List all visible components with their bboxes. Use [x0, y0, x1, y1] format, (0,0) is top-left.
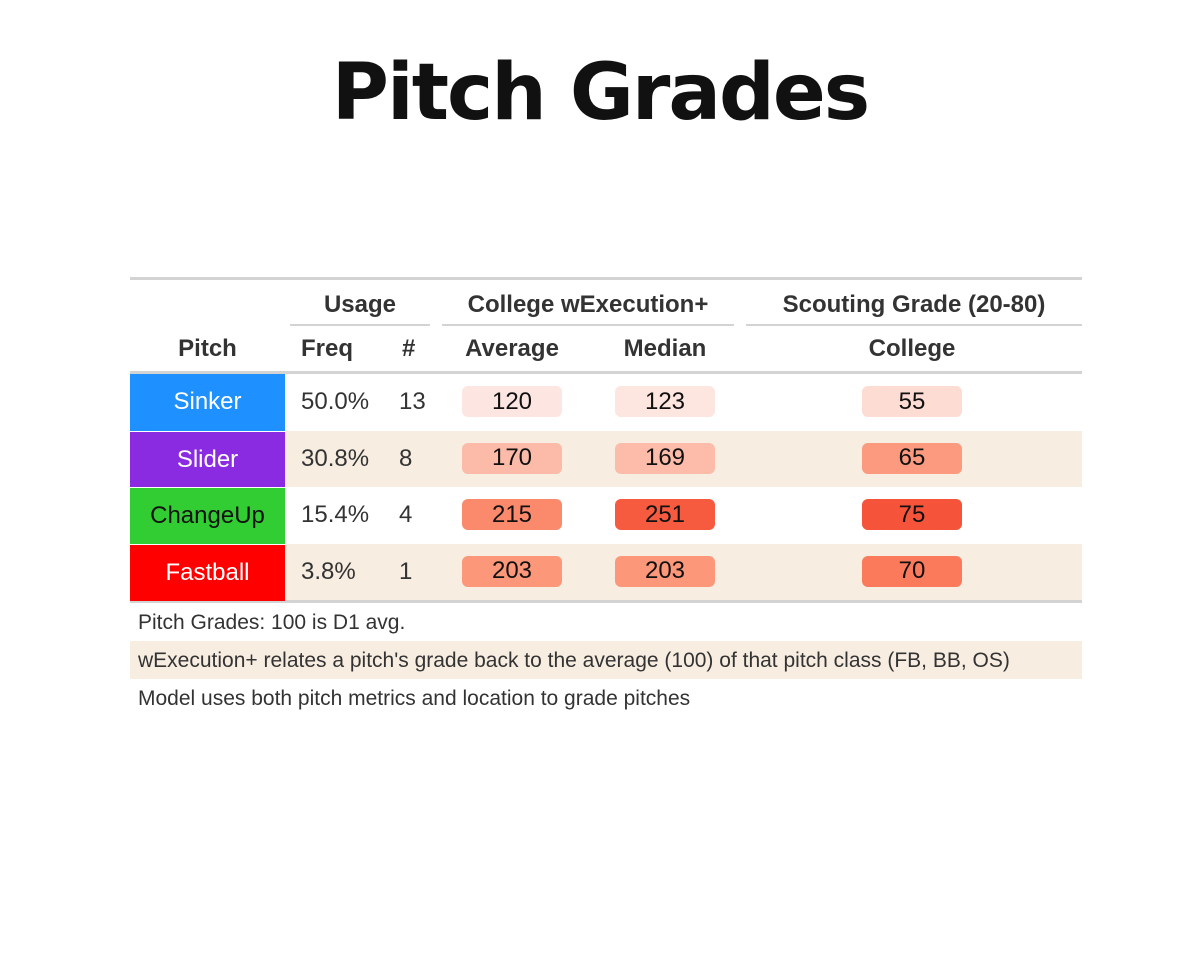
table-row: Sinker 50.0% 13 120 123 55 [130, 374, 1082, 431]
header-pitch: Pitch [178, 335, 237, 362]
college-grade-pill: 75 [862, 499, 962, 530]
average-pill: 120 [462, 386, 562, 417]
header-group-wexecution-rule [442, 324, 734, 326]
freq-cell: 50.0% [301, 388, 370, 416]
header-group-scouting-rule [746, 324, 1082, 326]
freq-cell: 3.8% [301, 557, 356, 585]
median-pill: 203 [615, 555, 715, 587]
median-pill: 123 [615, 386, 715, 417]
pitch-grades-table: Usage College wExecution+ Scouting Grade… [130, 277, 1082, 717]
table-top-rule [130, 277, 1082, 280]
pitch-cell: Fastball [130, 543, 285, 601]
pitch-cell: Sinker [130, 374, 285, 431]
header-group-scouting: Scouting Grade (20-80) [746, 280, 1082, 326]
table-body: Sinker 50.0% 13 120 123 55 Slider 30.8% 8 170 169 6… [130, 374, 1082, 601]
header-group-usage-rule [290, 324, 430, 326]
header-group-usage: Usage [290, 280, 430, 326]
header-group-wexecution: College wExecution+ [442, 280, 734, 326]
header-column-row: Pitch Freq # Average Median College [130, 326, 1082, 374]
college-grade-pill: 55 [862, 386, 962, 417]
table-bottom-rule [130, 600, 1082, 603]
average-pill: 215 [462, 499, 562, 530]
freq-cell: 30.8% [301, 444, 370, 472]
note-wexecution: wExecution+ relates a pitch's grade back… [130, 641, 1082, 679]
college-grade-pill: 70 [862, 555, 962, 587]
header-group-row: Usage College wExecution+ Scouting Grade… [130, 280, 1082, 326]
table-row: Slider 30.8% 8 170 169 65 [130, 430, 1082, 488]
header-group-usage-label: Usage [323, 291, 397, 318]
freq-cell: 15.4% [301, 501, 370, 529]
count-cell: 8 [399, 444, 413, 472]
count-cell: 4 [399, 501, 413, 529]
table-row: Fastball 3.8% 1 203 203 70 [130, 543, 1082, 601]
table-row: ChangeUp 15.4% 4 215 251 75 [130, 487, 1082, 545]
pitch-cell: ChangeUp [130, 487, 285, 545]
median-pill: 251 [615, 499, 715, 530]
college-grade-pill: 65 [862, 442, 962, 474]
pitch-cell: Slider [130, 430, 285, 488]
average-pill: 203 [462, 555, 562, 587]
note-model: Model uses both pitch metrics and locati… [138, 687, 691, 710]
header-median: Median [623, 335, 707, 362]
average-pill: 170 [462, 442, 562, 474]
header-count: # [402, 335, 416, 362]
header-group-scouting-label: Scouting Grade (20-80) [782, 291, 1046, 318]
header-group-wexecution-label: College wExecution+ [467, 291, 709, 318]
header-college: College [868, 335, 956, 362]
page-title: Pitch Grades [331, 48, 870, 138]
header-freq: Freq [301, 335, 354, 362]
header-average: Average [465, 335, 559, 362]
count-cell: 1 [399, 557, 413, 585]
median-pill: 169 [615, 442, 715, 474]
count-cell: 13 [399, 388, 426, 416]
note-pitch-grades: Pitch Grades: 100 is D1 avg. [138, 611, 406, 634]
